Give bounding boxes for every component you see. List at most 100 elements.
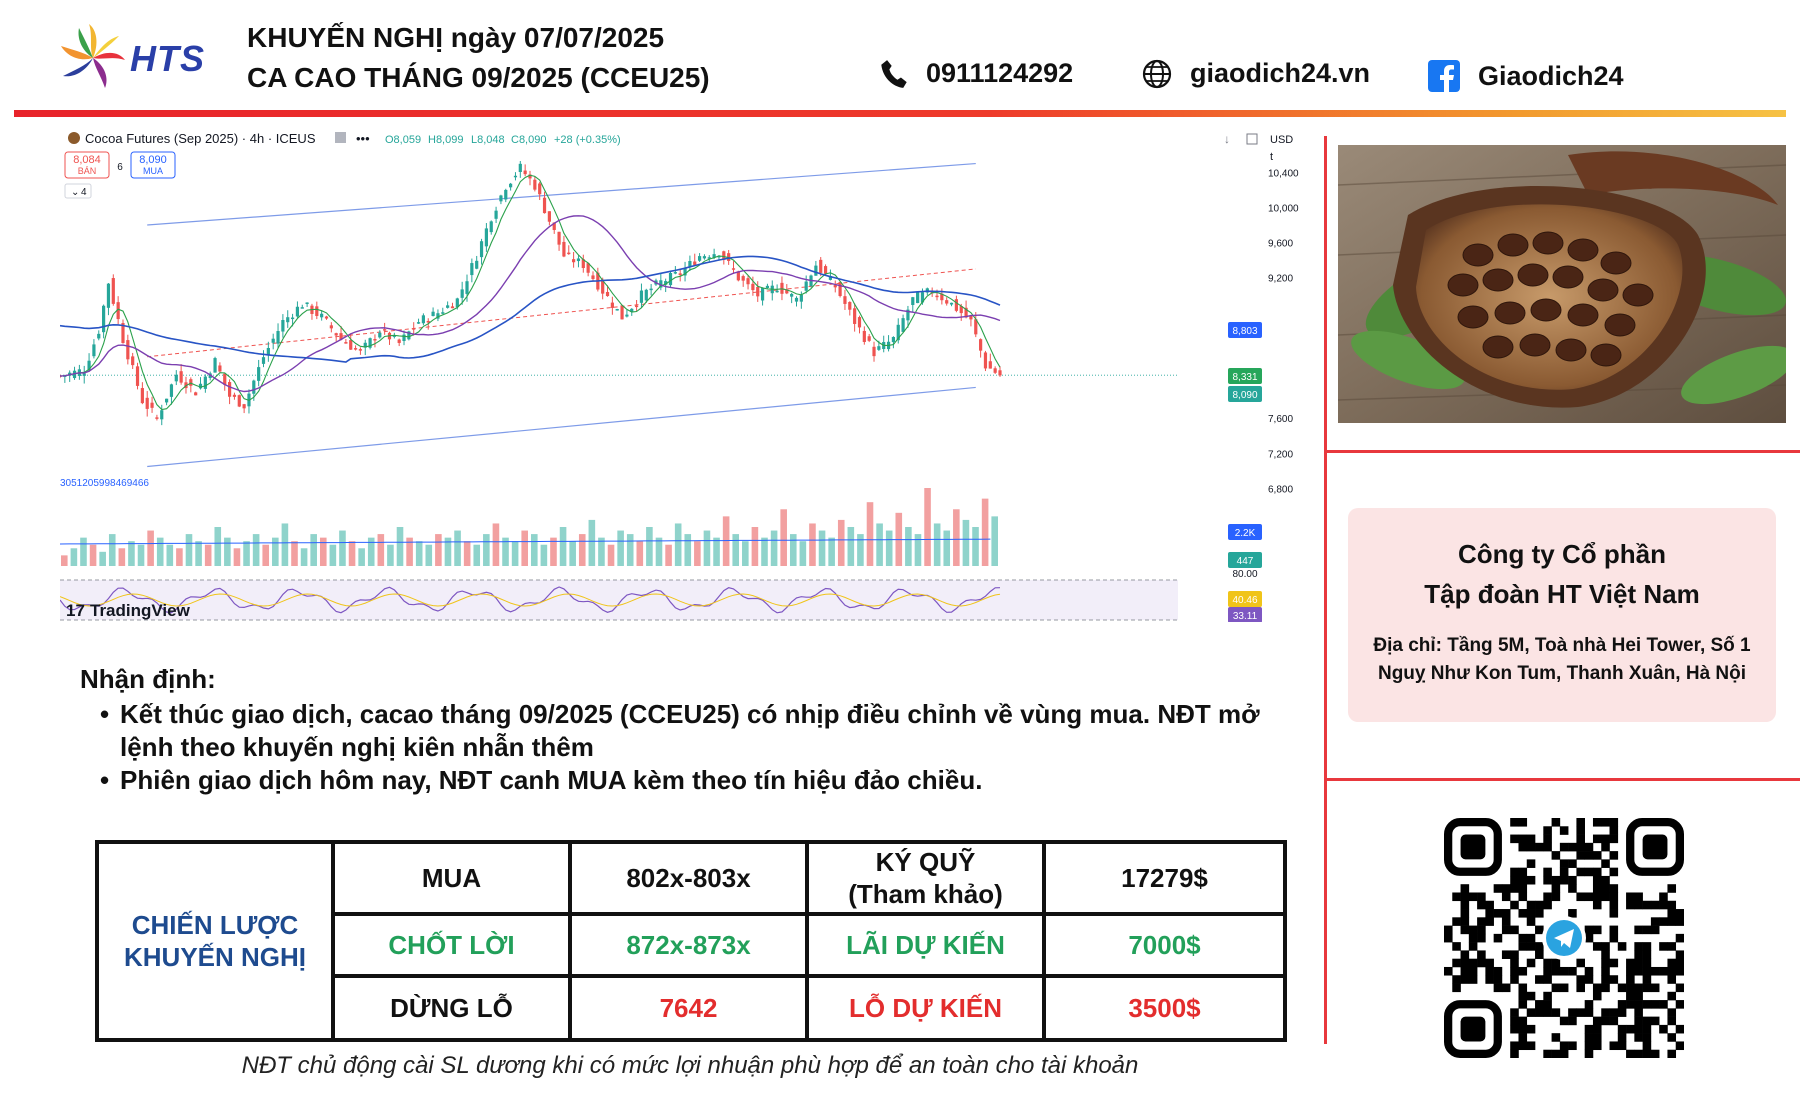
- qr-module: [1493, 884, 1503, 893]
- qr-module: [1609, 818, 1619, 827]
- qr-module: [1642, 966, 1652, 976]
- qr-module: [1667, 900, 1677, 910]
- qr-module: [1576, 867, 1585, 877]
- qr-module: [1609, 826, 1619, 835]
- candle: [494, 210, 498, 219]
- chart-settings-icon[interactable]: [335, 132, 346, 143]
- qr-module: [1576, 983, 1585, 993]
- qr-module: [1444, 966, 1453, 976]
- tradingview-chart[interactable]: Cocoa Futures (Sep 2025) · 4h · ICEUS ••…: [60, 126, 1305, 622]
- candle: [213, 358, 217, 373]
- tradingview-logo: 17 TradingView: [66, 601, 191, 620]
- qr-module: [1609, 892, 1619, 902]
- facebook-page[interactable]: Giaodich24: [1478, 60, 1624, 91]
- more-icon[interactable]: •••: [356, 131, 370, 146]
- candle: [547, 211, 551, 222]
- candle: [572, 259, 576, 263]
- chart-canvas[interactable]: Cocoa Futures (Sep 2025) · 4h · ICEUS ••…: [60, 126, 1305, 622]
- website-link[interactable]: giaodich24.vn: [1190, 58, 1371, 88]
- candle: [790, 293, 794, 297]
- resistance-line: [147, 268, 976, 358]
- candle: [320, 313, 324, 318]
- candle: [862, 330, 866, 342]
- price-badge-last-bg: [1228, 386, 1262, 402]
- qr-module: [1543, 1008, 1552, 1017]
- volume-bar: [655, 537, 663, 566]
- qr-module: [1650, 983, 1660, 993]
- qr-module: [1543, 826, 1552, 835]
- candle: [794, 297, 799, 302]
- qr-module: [1659, 917, 1668, 926]
- qr-module: [1626, 1049, 1635, 1059]
- telegram-qr-code[interactable]: [1444, 818, 1685, 1059]
- facebook-contact[interactable]: Giaodich24: [1428, 60, 1624, 92]
- qr-module: [1501, 917, 1511, 926]
- rsi-value-badge: 33.11: [1233, 611, 1258, 622]
- qr-module: [1601, 884, 1610, 893]
- qr-module: [1617, 942, 1627, 951]
- volume-bar: [588, 519, 596, 566]
- candle: [993, 368, 997, 373]
- candle: [92, 344, 96, 357]
- candle: [261, 357, 266, 364]
- chevron-down-icon[interactable]: ⌄: [71, 187, 79, 198]
- candle: [392, 335, 396, 337]
- candle: [397, 339, 401, 343]
- qr-module: [1477, 950, 1486, 959]
- volume-bar: [924, 488, 931, 566]
- panel-divider-2: [1324, 778, 1800, 781]
- candle: [97, 333, 101, 339]
- qr-module: [1675, 983, 1685, 993]
- volume-bar: [953, 509, 960, 566]
- rsi-ma-badge-bg: [1228, 591, 1262, 607]
- candle: [562, 241, 566, 257]
- qr-module: [1576, 842, 1585, 852]
- qr-module: [1650, 925, 1660, 935]
- volume-bar: [262, 544, 270, 566]
- qr-module: [1642, 1000, 1652, 1009]
- qr-module: [1568, 909, 1577, 918]
- qr-module: [1576, 851, 1585, 860]
- currency-select[interactable]: USD: [1270, 134, 1293, 146]
- qr-module: [1468, 933, 1478, 943]
- volume-bar: [559, 527, 567, 566]
- qr-module: [1626, 966, 1635, 976]
- candle: [804, 281, 808, 291]
- download-icon[interactable]: ↓: [1224, 132, 1230, 146]
- volume-series: [60, 488, 998, 566]
- qr-module: [1634, 900, 1643, 910]
- candle: [116, 302, 120, 320]
- qr-module: [1634, 1049, 1643, 1059]
- qr-module: [1559, 826, 1569, 835]
- qr-module: [1493, 933, 1503, 943]
- qr-module: [1526, 933, 1536, 943]
- scale-select[interactable]: t: [1270, 151, 1273, 163]
- candle: [102, 305, 106, 333]
- website-contact[interactable]: giaodich24.vn: [1142, 58, 1370, 89]
- buy-button[interactable]: [130, 151, 176, 179]
- volume-bar: [502, 537, 509, 566]
- fullscreen-icon[interactable]: [1246, 133, 1258, 145]
- qr-module: [1559, 966, 1569, 976]
- qr-module: [1592, 867, 1602, 877]
- qr-module: [1452, 958, 1461, 968]
- candle: [814, 265, 818, 276]
- qr-module: [1667, 1008, 1677, 1017]
- qr-module: [1675, 966, 1685, 976]
- qr-module: [1609, 933, 1619, 943]
- candle: [736, 271, 740, 281]
- phone-contact[interactable]: 0911124292: [880, 58, 1073, 89]
- volume-badge-last: 447: [1237, 556, 1254, 567]
- strategy-table: CHIẾN LƯỢC KHUYẾN NGHỊ MUA 802x-803x KÝ …: [95, 840, 1287, 1042]
- sell-button[interactable]: [64, 151, 110, 179]
- candle: [867, 336, 871, 341]
- qr-finder-ring: [1444, 818, 1502, 876]
- qr-module: [1667, 942, 1677, 951]
- qr-module: [1650, 900, 1660, 910]
- indicators-toggle[interactable]: [64, 183, 92, 199]
- qr-module: [1634, 1016, 1643, 1026]
- qr-module: [1452, 942, 1461, 951]
- qr-module: [1468, 892, 1478, 902]
- volume-bar: [809, 523, 816, 566]
- pinwheel-logo-icon: [61, 24, 125, 88]
